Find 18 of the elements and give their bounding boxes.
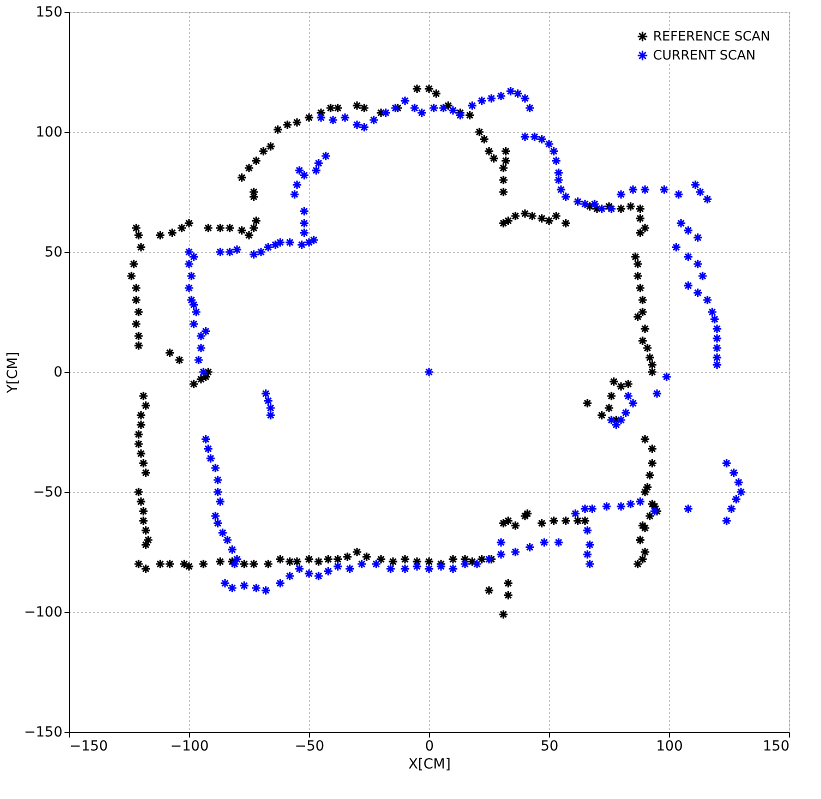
x-tick-label: 100 [656, 738, 683, 754]
x-tick-label: 50 [540, 738, 558, 754]
y-tick-label: 50 [44, 244, 62, 260]
legend-label: REFERENCE SCAN [653, 30, 770, 44]
y-tick-label: 0 [54, 364, 62, 380]
x-tick-label: 0 [425, 738, 434, 754]
x-tick-label: −150 [70, 738, 108, 754]
x-tick-label: 150 [762, 738, 790, 754]
y-axis-title: Y[CM] [5, 352, 22, 394]
y-tick-label: 150 [36, 4, 62, 20]
y-tick-label: 100 [36, 124, 62, 140]
y-tick-label: −150 [24, 724, 62, 740]
x-tick-label: −50 [294, 738, 324, 754]
x-axis-title: X[CM] [408, 756, 451, 772]
y-tick-label: −50 [32, 484, 62, 500]
y-tick-label: −100 [24, 604, 62, 620]
legend-label: CURRENT SCAN [653, 48, 756, 64]
x-tick-label: −100 [170, 738, 209, 754]
